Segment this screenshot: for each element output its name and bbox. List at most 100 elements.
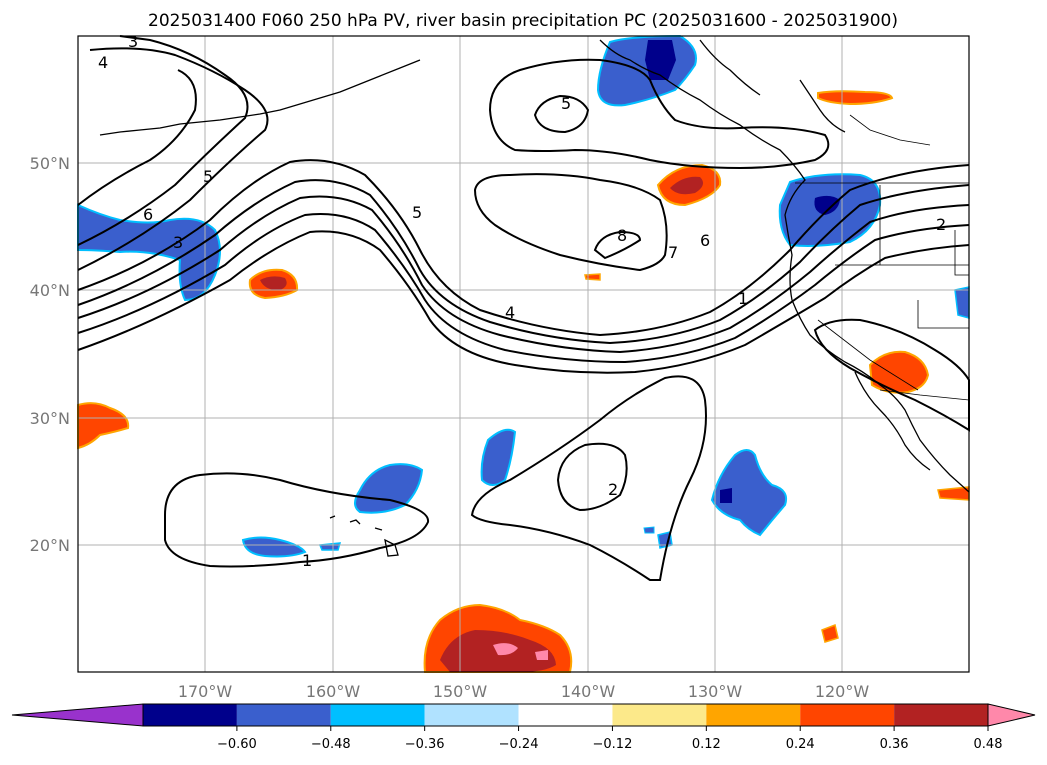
lat-label: 20°N [30, 536, 70, 555]
lat-label: 50°N [30, 154, 70, 173]
contour-2a [470, 375, 707, 581]
lon-label: 160°W [306, 682, 361, 701]
contour-4-loop [473, 173, 668, 272]
longitude-labels: 170°W 160°W 150°W 140°W 130°W 120°W [178, 682, 870, 701]
precip-shading [77, 34, 970, 673]
map-title: 2025031400 F060 250 hPa PV, river basin … [148, 11, 898, 31]
colorbar-bin [424, 704, 519, 726]
map-frame [77, 35, 970, 673]
us-mexico-border [879, 389, 970, 401]
colorbar-bin [143, 704, 237, 726]
pos-anomaly-canada [817, 90, 894, 106]
neg-core-pnw [814, 195, 840, 215]
contour-jet-2 [77, 159, 970, 337]
contour-label: 2 [608, 480, 618, 499]
contour-label: 6 [143, 205, 153, 224]
borders [795, 114, 970, 401]
contour-5-north [488, 58, 830, 170]
graticule [78, 36, 969, 672]
contour-jet-5 [77, 213, 970, 364]
colorbar-tick-label: 0.48 [974, 737, 1003, 752]
colorbar-extend-low [11, 703, 144, 727]
colorbar-extend-high [987, 703, 1036, 727]
aleutians [99, 59, 421, 136]
colorbar-tick-label: 0.36 [880, 737, 909, 752]
neg-anomaly-hawaii [354, 463, 424, 514]
contour-jet-1 [77, 47, 269, 271]
lat-label: 40°N [30, 281, 70, 300]
contour-label: 6 [700, 231, 710, 250]
alaska-coast [599, 39, 970, 493]
lat-label: 30°N [30, 409, 70, 428]
contour-label: 7 [668, 243, 678, 262]
canada-coast-1 [699, 39, 761, 96]
colorbar-tick-label: −0.48 [311, 737, 351, 752]
contour-label: 5 [203, 167, 213, 186]
colorbar-tick-label: −0.12 [593, 737, 633, 752]
lon-label: 170°W [178, 682, 233, 701]
contour-label: 5 [412, 203, 422, 222]
ca-nv-border [817, 319, 919, 391]
neg-anomaly-small-1 [318, 542, 342, 551]
contour-1a [164, 472, 430, 568]
colorbar-tick-label: 0.12 [692, 737, 721, 752]
neg-core-alaska [645, 40, 676, 80]
colorbar-tick-label: −0.36 [405, 737, 445, 752]
latitude-labels: 50°N 40°N 30°N 20°N [30, 154, 70, 555]
pos-anomaly-socal [868, 350, 930, 394]
contour-label: 1 [738, 289, 748, 308]
canada-coast-2 [799, 79, 846, 133]
state-border-4 [917, 300, 969, 329]
neg-anomaly-west [77, 203, 221, 302]
pos-anomaly-small-2 [821, 623, 839, 643]
colorbar-tick-label: 0.24 [786, 737, 815, 752]
colorbar: −0.60 −0.48 −0.36 −0.24 −0.12 0.12 0.24 0.36 0.4… [11, 703, 1036, 752]
lon-label: 140°W [561, 682, 616, 701]
contour-label: 2 [936, 215, 946, 234]
colorbar-bin [236, 704, 331, 726]
pos-core-gulf [670, 176, 704, 195]
colorbar-bin [518, 704, 613, 726]
state-border-3 [954, 230, 969, 276]
contour-jet-3 [77, 179, 970, 345]
colorbar-bin [612, 704, 707, 726]
pv-contours [77, 35, 970, 581]
pos-anomaly-mexico [937, 486, 970, 501]
contour-label: 8 [617, 226, 627, 245]
colorbar-tick-label: −0.60 [217, 737, 257, 752]
map-panel: 3 4 5 6 3 5 5 8 7 6 4 1 2 2 1 [77, 32, 970, 673]
lon-label: 150°W [433, 682, 488, 701]
colorbar-bin [894, 704, 988, 726]
colorbar-bin [706, 704, 801, 726]
contour-west-small [77, 69, 197, 206]
contour-2b [556, 442, 628, 512]
contour-jet-4 [77, 195, 970, 354]
contour-labels: 3 4 5 6 3 5 5 8 7 6 4 1 2 2 1 [98, 32, 946, 570]
colorbar-tick-label: −0.24 [499, 737, 539, 752]
neg-anomaly-central-1 [480, 428, 517, 486]
colorbar-frame [142, 703, 989, 727]
neg-core-mexico [720, 488, 732, 503]
lon-label: 120°W [815, 682, 870, 701]
contour-1-jet [77, 35, 249, 246]
canada-interior [849, 114, 931, 146]
pos-peak-tropics [493, 643, 518, 656]
contour-label: 4 [98, 53, 108, 72]
contour-label: 3 [128, 32, 138, 51]
contour-jet-6 [77, 230, 970, 374]
hawaii [329, 515, 399, 557]
neg-anomaly-small-3 [643, 526, 655, 534]
colorbar-bin [800, 704, 895, 726]
contour-5-inner [533, 94, 590, 134]
contour-label: 4 [505, 303, 515, 322]
contour-label: 3 [173, 233, 183, 252]
colorbar-bin [330, 704, 425, 726]
lon-label: 130°W [688, 682, 743, 701]
baja-coast [854, 371, 931, 471]
neg-anomaly-east-edge [954, 286, 970, 319]
pos-core-midlat [260, 276, 287, 291]
contour-8 [593, 230, 642, 260]
pos-peak-tropics-2 [535, 650, 548, 660]
contour-label: 1 [302, 551, 312, 570]
contour-label: 5 [561, 94, 571, 113]
